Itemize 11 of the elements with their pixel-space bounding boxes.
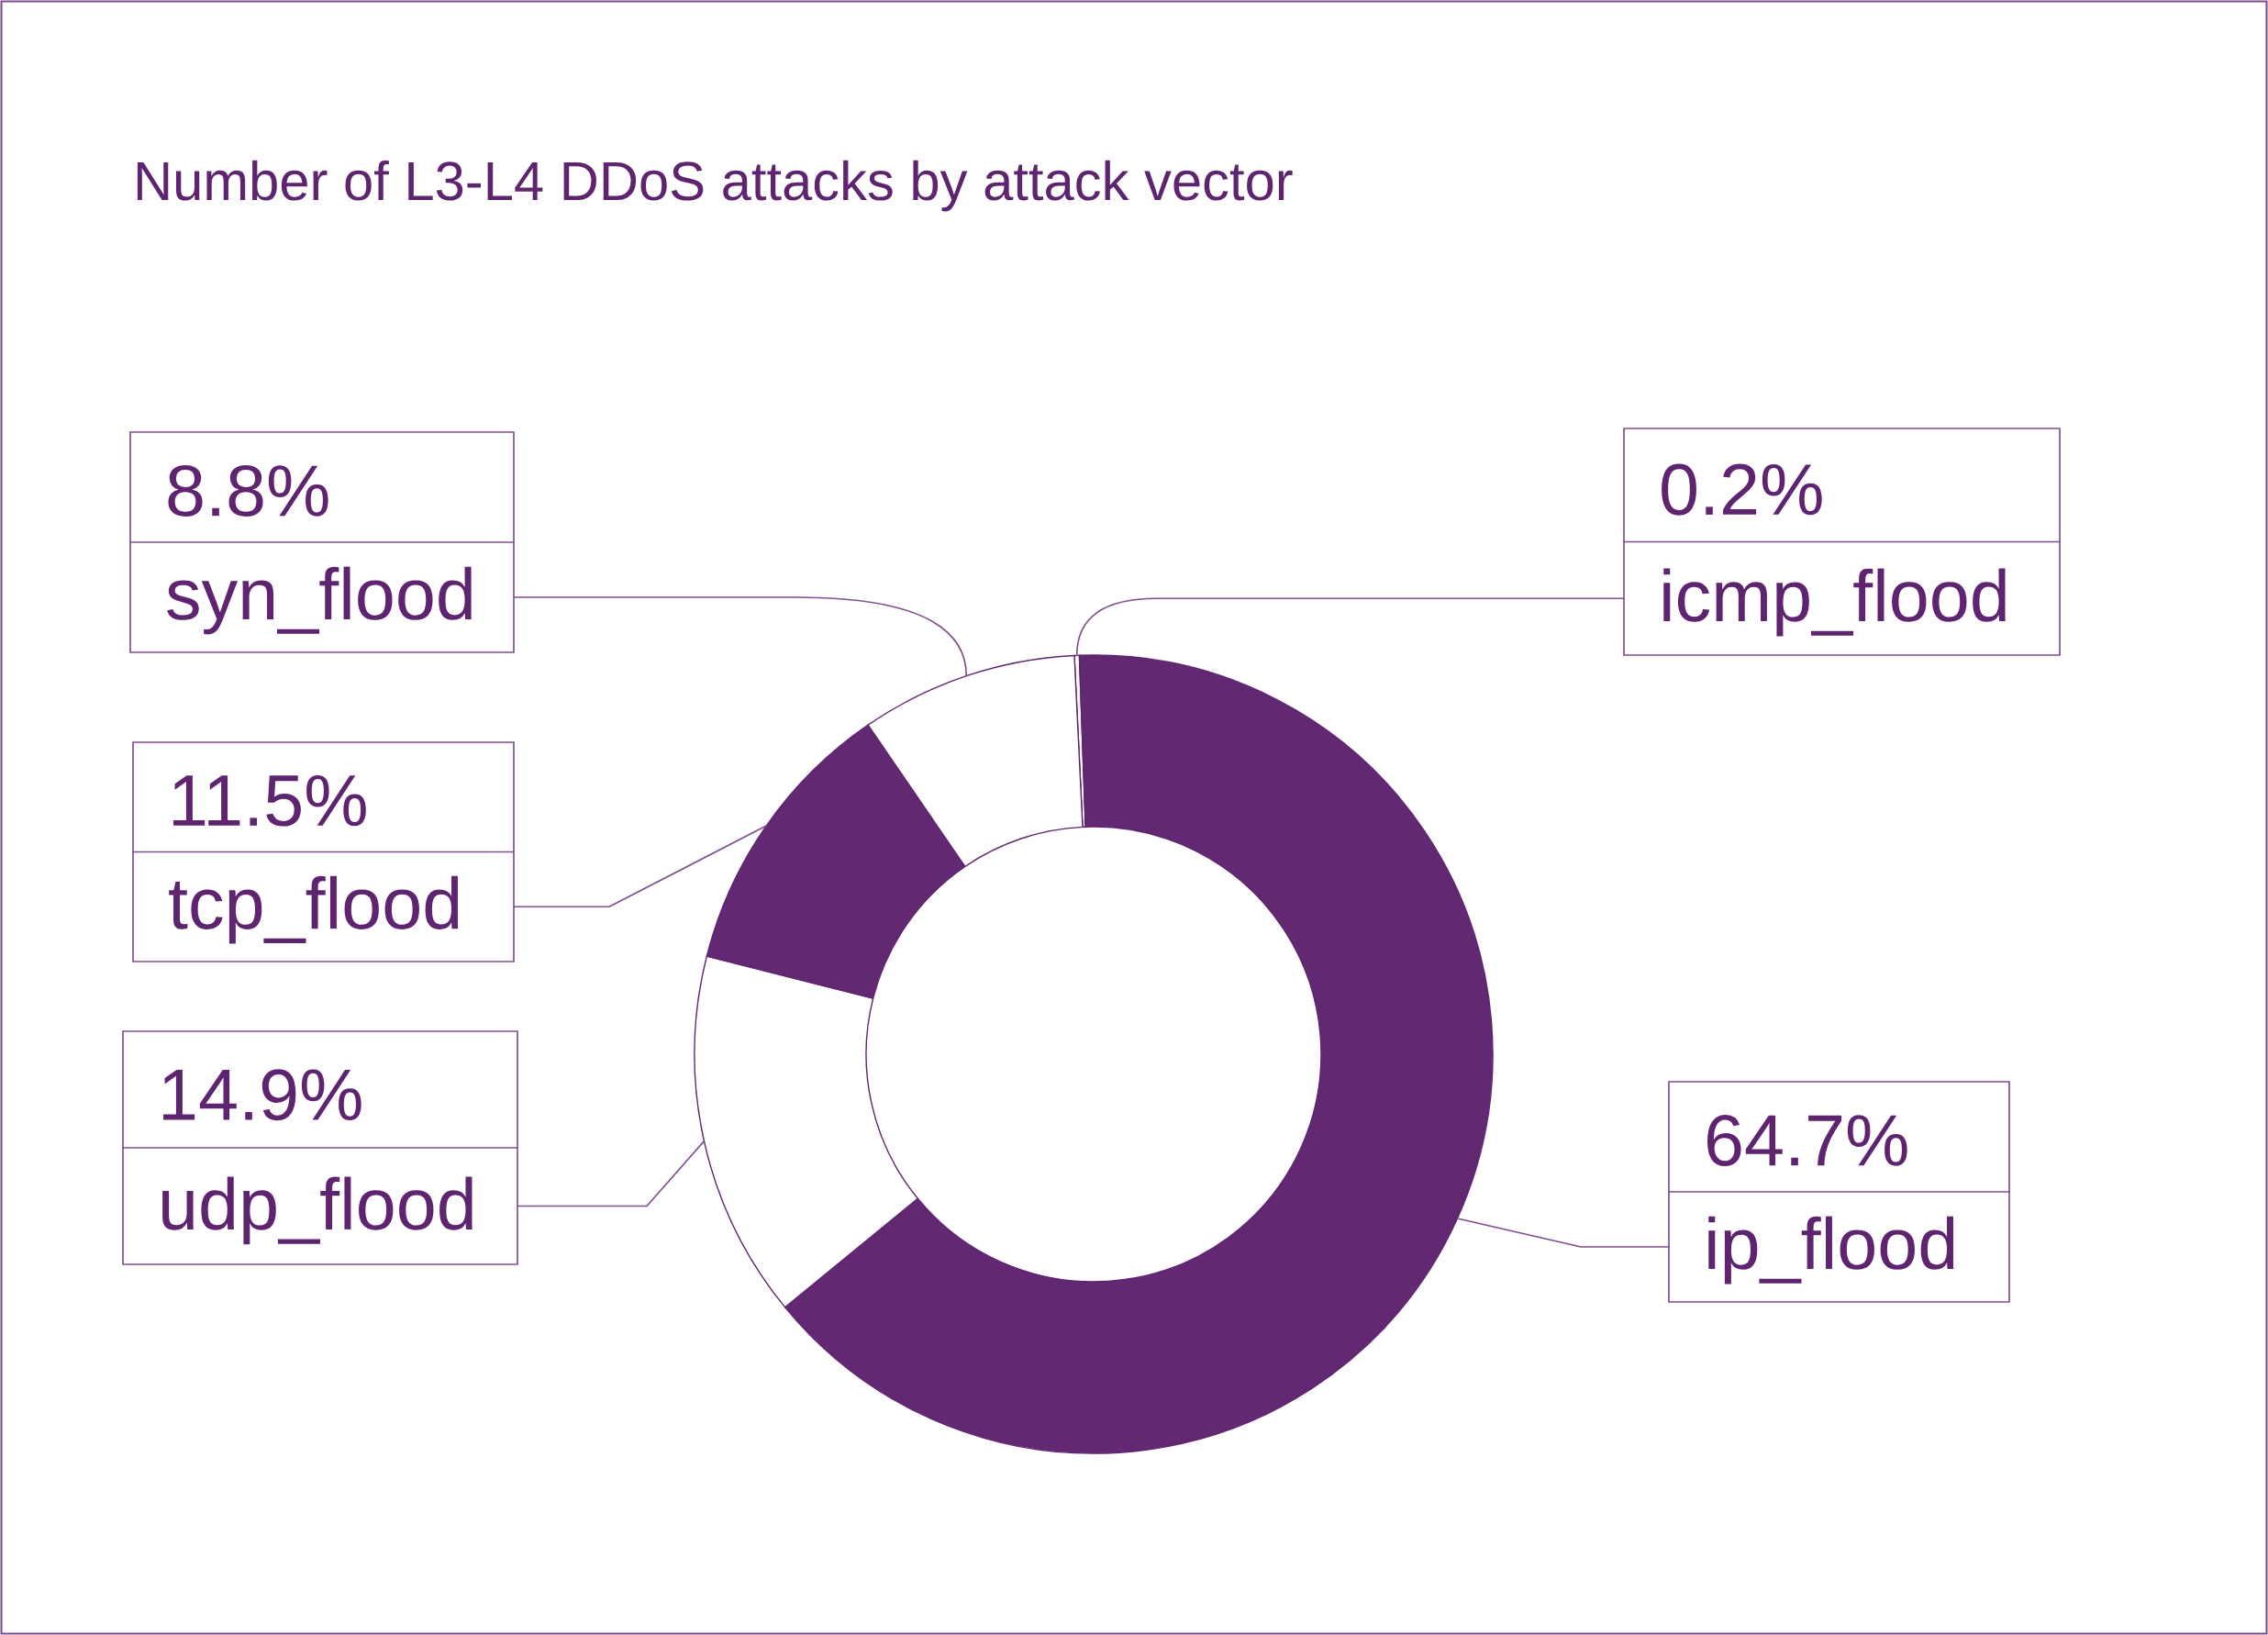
data-label: 11.5% bbox=[173, 774, 366, 827]
slice-label: udp_flood bbox=[162, 1176, 472, 1245]
slice-label: icmp_flood bbox=[1663, 568, 2006, 637]
chart-title: Number of L3-L4 DDoS attacks by attack vector bbox=[137, 160, 1293, 212]
data-label: 14.9% bbox=[163, 1069, 361, 1121]
data-label: 0.2% bbox=[1662, 463, 1822, 516]
slice-label: tcp_flood bbox=[169, 875, 459, 944]
slice-label: ip_flood bbox=[1708, 1216, 1954, 1285]
slice-label: syn_flood bbox=[167, 566, 472, 635]
data-label: 64.7% bbox=[1707, 1114, 1907, 1166]
data-label: 8.8% bbox=[168, 464, 328, 517]
